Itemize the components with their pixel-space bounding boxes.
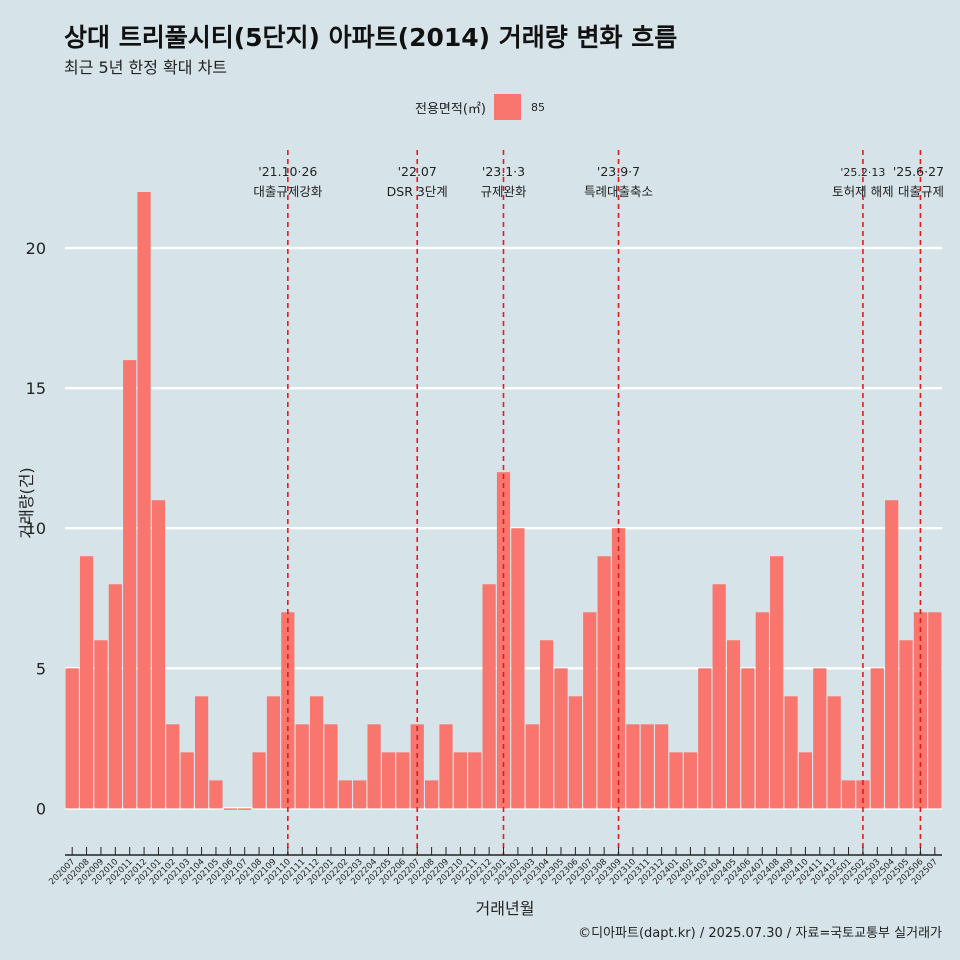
bar [870, 668, 884, 809]
event-label: 토허제 해제 [832, 184, 893, 199]
bar [266, 696, 281, 809]
bar [525, 724, 539, 809]
event-markers: '21.10·26 대출규제강화 '22.07 DSR 3단계 '23.1·3 규제완화 '… [253, 150, 944, 855]
bar [655, 724, 669, 809]
bar [468, 752, 482, 809]
y-tick-label: 10 [26, 519, 46, 538]
bar [194, 696, 209, 809]
bar [841, 780, 856, 809]
bar [784, 696, 798, 809]
bar [798, 752, 813, 809]
legend-color-key [493, 94, 521, 120]
chart-subtitle: 최근 5년 한정 확대 차트 [64, 58, 228, 77]
bar [79, 556, 94, 809]
y-tick-label: 15 [26, 379, 46, 398]
bar [611, 528, 626, 809]
bar [367, 724, 381, 809]
event-date-label: '25.6·27 [893, 164, 944, 179]
legend-label: 85 [530, 100, 545, 114]
bar [755, 612, 769, 809]
bar [252, 752, 266, 809]
bar [238, 808, 252, 810]
event-label: 대출규제 [898, 184, 944, 199]
bar [640, 724, 654, 809]
bar [726, 640, 741, 809]
event-label: 대출규제강화 [253, 184, 323, 199]
event-date-label: '23.9·7 [597, 164, 640, 179]
bar [511, 528, 525, 809]
y-tick-label: 0 [36, 799, 46, 818]
bar [396, 752, 410, 809]
chart-title: 상대 트리풀시티(5단지) 아파트(2014) 거래량 변화 흐름 [64, 23, 678, 52]
bar [583, 612, 597, 809]
bar [439, 724, 453, 809]
bar [683, 752, 698, 809]
event-label: DSR 3단계 [387, 184, 448, 199]
bar [166, 724, 180, 809]
y-tick-label: 20 [26, 239, 46, 258]
bar [353, 780, 367, 809]
bar [209, 780, 223, 809]
bar [65, 668, 79, 809]
legend: 전용면적(㎡) 85 [0, 94, 960, 120]
event-date-label: '22.07 [398, 164, 437, 179]
bar [813, 668, 827, 809]
bar [482, 584, 496, 809]
bar [568, 696, 582, 809]
bar [741, 668, 755, 809]
bar [626, 724, 640, 809]
bar [137, 192, 151, 809]
event-date-label: '25.2·13 [840, 166, 885, 179]
bar [309, 696, 324, 809]
bar [540, 640, 554, 809]
bar [123, 360, 137, 809]
event-date-label: '21.10·26 [258, 164, 317, 179]
bar [180, 752, 194, 809]
source-caption: ©디아파트(dapt.kr) / 2025.07.30 / 자료=국토교통부 실… [578, 926, 942, 941]
bar [338, 780, 352, 809]
event-date-label: '23.1·3 [482, 164, 525, 179]
bar [295, 724, 309, 809]
bar [827, 696, 841, 809]
event-label: 특례대출축소 [584, 184, 653, 199]
bar [712, 584, 726, 809]
bar [899, 640, 913, 809]
bar [856, 780, 870, 809]
bar [223, 808, 237, 810]
bar [669, 752, 683, 809]
bar [597, 556, 611, 809]
bar [885, 500, 899, 809]
bar [770, 556, 784, 809]
legend-title: 전용면적(㎡) [415, 101, 486, 117]
bar [928, 612, 942, 809]
y-axis-title: 거래량(건) [17, 467, 36, 538]
bar [151, 500, 166, 809]
event-label: 규제완화 [480, 184, 527, 199]
bar [324, 724, 338, 809]
bar [698, 668, 712, 809]
bar [94, 640, 108, 809]
bar [108, 584, 122, 809]
bar [425, 780, 439, 809]
bar [381, 752, 396, 809]
bar [554, 668, 568, 809]
bars [65, 192, 942, 810]
x-axis-title: 거래년월 [476, 899, 535, 918]
bar [453, 752, 467, 809]
y-tick-label: 5 [36, 659, 46, 678]
